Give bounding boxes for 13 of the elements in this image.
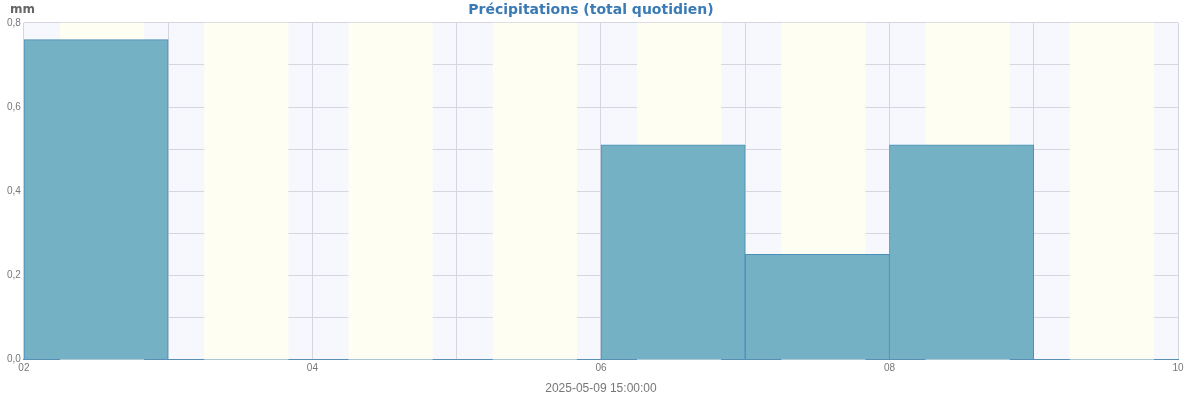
y-tick-label: 0,4 [7,184,22,196]
chart-title: Précipitations (total quotidien) [468,1,714,18]
y-tick-label: 0,8 [7,16,22,28]
y-tick-label: 0,6 [7,100,22,112]
x-tick-label: 06 [595,362,607,374]
x-tick-label: 08 [883,362,896,374]
y-tick-label: 0,0 [7,353,22,365]
y-axis-title: mm [10,2,36,17]
x-tick-label: 10 [1172,362,1184,374]
x-axis-title: 2025-05-09 15:00:00 [545,381,657,396]
y-tick-label: 0,2 [7,269,22,281]
x-tick-label: 02 [18,362,30,374]
x-tick-label: 04 [306,362,319,374]
